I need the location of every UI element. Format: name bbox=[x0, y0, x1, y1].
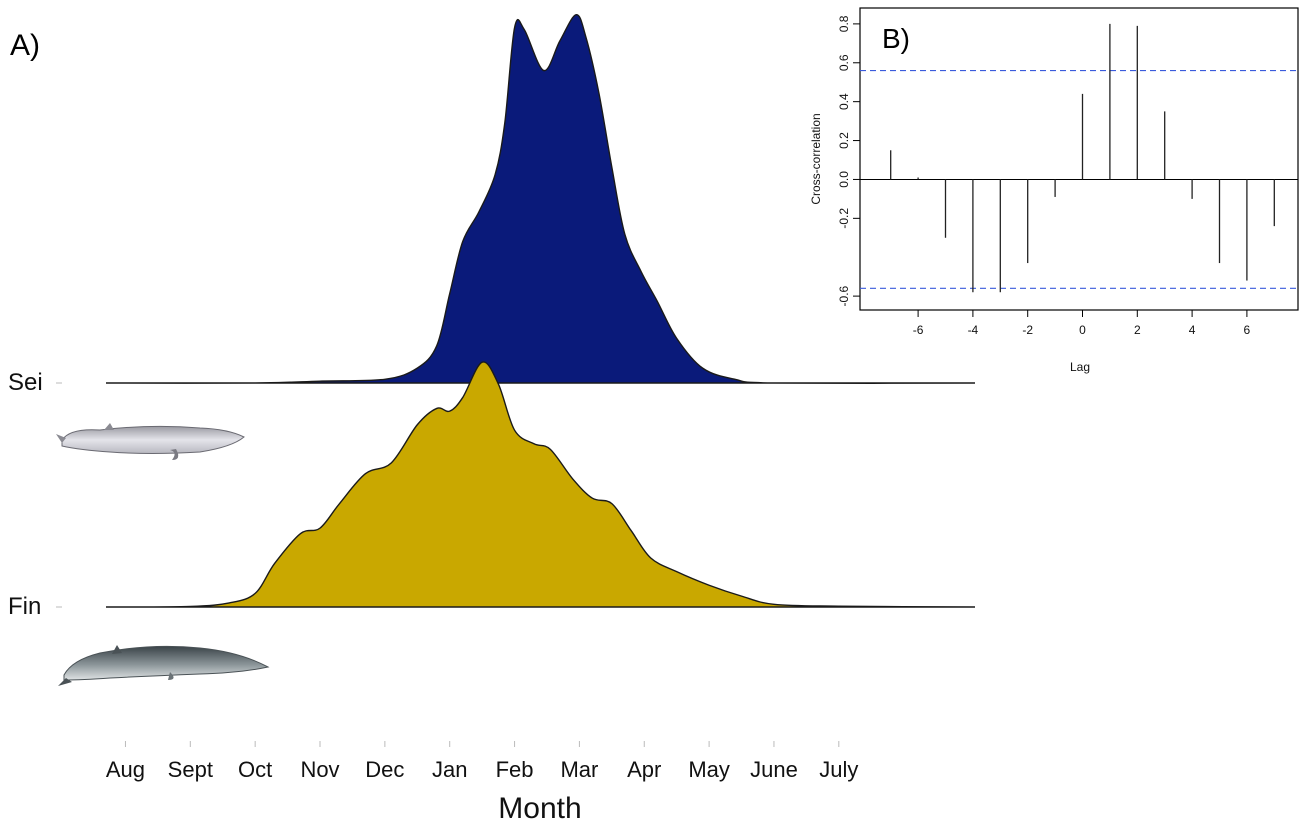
ccf-x-tick-label: 2 bbox=[1134, 323, 1141, 337]
ccf-plot: -0.6 -0.2 0.0 0.2 0.4 0.6 0.8 -6 -4 -2 0 2 4 6 bbox=[837, 15, 1298, 337]
ccf-y-tick-label: -0.2 bbox=[837, 208, 851, 229]
month-tick-label: Dec bbox=[365, 757, 404, 782]
ccf-x-tick-label: -4 bbox=[968, 323, 979, 337]
month-tick-label: Apr bbox=[627, 757, 661, 782]
ccf-x-axis-label: Lag bbox=[1070, 360, 1090, 374]
ccf-y-axis-label: Cross-correlation bbox=[809, 113, 823, 204]
fin-whale-icon bbox=[58, 645, 270, 686]
density-fin bbox=[105, 361, 976, 608]
ccf-y-tick-label: -0.6 bbox=[837, 285, 851, 306]
month-axis: Aug Sept Oct Nov Dec Jan Feb Mar Apr May June July bbox=[106, 741, 858, 782]
ccf-y-tick-label: 0.6 bbox=[837, 54, 851, 71]
ridgeline-plot bbox=[56, 14, 976, 608]
ccf-x-tick-label: 0 bbox=[1079, 323, 1086, 337]
ccf-x-tick-label: 4 bbox=[1189, 323, 1196, 337]
month-tick-label: Aug bbox=[106, 757, 145, 782]
month-tick-label: Sept bbox=[168, 757, 213, 782]
month-tick-label: Jan bbox=[432, 757, 467, 782]
month-tick-label: May bbox=[688, 757, 730, 782]
ccf-x-tick-label: -2 bbox=[1022, 323, 1033, 337]
month-tick-label: Mar bbox=[560, 757, 598, 782]
ccf-plot-frame bbox=[859, 7, 1299, 311]
density-sei bbox=[105, 14, 976, 384]
panel-b: B) -0.6 -0.2 0.0 0.2 0.4 0.6 0.8 -6 -4 -2 0 2 4 6 Cro… bbox=[809, 7, 1299, 374]
month-tick-label: Oct bbox=[238, 757, 272, 782]
row-label-sei: Sei bbox=[8, 369, 43, 396]
panel-b-label: B) bbox=[882, 23, 910, 54]
ccf-x-tick-label: 6 bbox=[1244, 323, 1251, 337]
panel-a-label: A) bbox=[10, 29, 40, 62]
month-tick-label: July bbox=[819, 757, 858, 782]
ccf-x-tick-label: -6 bbox=[913, 323, 924, 337]
row-label-fin: Fin bbox=[8, 593, 41, 620]
month-tick-label: June bbox=[750, 757, 798, 782]
sei-whale-icon bbox=[56, 423, 245, 460]
ccf-y-tick-label: 0.8 bbox=[837, 15, 851, 32]
panel-a: A) Sei Fin bbox=[8, 14, 976, 824]
month-tick-label: Nov bbox=[300, 757, 339, 782]
ccf-y-tick-label: 0.2 bbox=[837, 132, 851, 149]
x-axis-label: Month bbox=[498, 792, 581, 824]
ccf-y-tick-label: 0.4 bbox=[837, 93, 851, 110]
month-tick-label: Feb bbox=[496, 757, 534, 782]
ccf-y-tick-label: 0.0 bbox=[837, 171, 851, 188]
